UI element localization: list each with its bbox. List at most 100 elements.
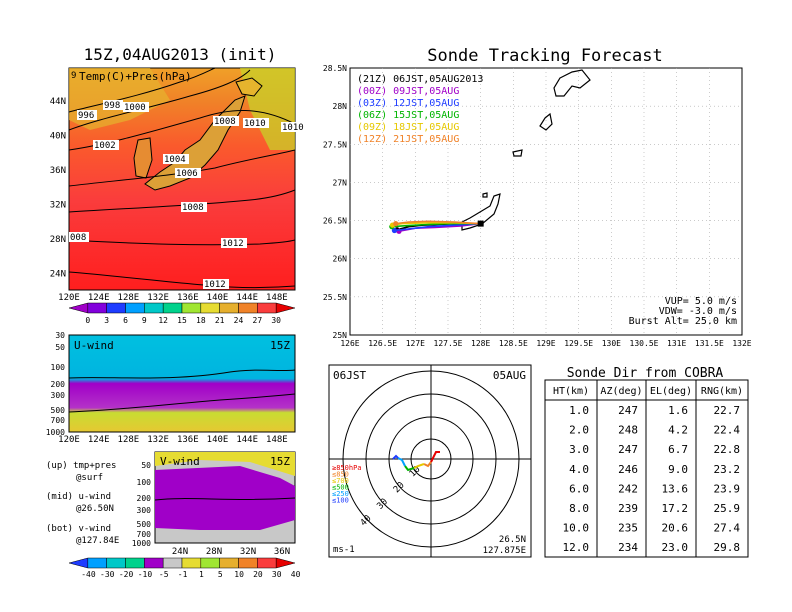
v-wind-time: 15Z [270, 455, 290, 468]
v-wind-pressure-tick: 500 [137, 520, 152, 529]
temp-colorbar-label: 27 [253, 316, 263, 325]
table-header-cell: RNG(km) [701, 386, 743, 397]
panel-legend-line: (mid) u-wind [46, 492, 111, 502]
temp-colorbar-label: 15 [177, 316, 187, 325]
wind-colorbar-swatch [275, 557, 296, 569]
table-cell: 8.0 [569, 502, 589, 515]
table-cell: 25.9 [714, 502, 741, 515]
wind-colorbar-label: -40 [81, 570, 96, 579]
table-cell: 22.4 [714, 424, 741, 437]
polar-frame [328, 364, 532, 558]
forecast-lat-tick: 26N [333, 255, 348, 264]
forecast-lat-tick: 28.5N [323, 64, 347, 73]
isobar-label: 1002 [94, 141, 116, 151]
isobar-label: 008 [70, 233, 86, 243]
table-cell: 242 [618, 482, 638, 495]
table-cell: 235 [618, 522, 638, 535]
u-wind-lon-tick: 144E [236, 435, 258, 445]
isobar-label: 1008 [214, 117, 236, 127]
isobar-label: 1000 [124, 103, 146, 113]
wind-colorbar-label: -1 [178, 570, 188, 579]
u-wind-lon-tick: 120E [58, 435, 80, 445]
table-cell: 3.0 [569, 443, 589, 456]
okinawa-island [461, 193, 501, 231]
forecast-lon-tick: 130E [602, 339, 621, 348]
wind-colorbar-label: -30 [100, 570, 115, 579]
table-cell: 248 [618, 424, 638, 437]
table-header-cell: EL(deg) [650, 386, 692, 397]
table-cell: 2.0 [569, 424, 589, 437]
polar-time-label: 06JST [333, 369, 366, 382]
u-wind-time: 15Z [270, 339, 290, 352]
amami-island [553, 69, 591, 97]
wind-colorbar-label: -10 [138, 570, 153, 579]
wind-colorbar-label: 30 [272, 570, 282, 579]
forecast-lat-tick: 28N [333, 102, 348, 111]
isobar-label: 1010 [244, 119, 266, 129]
map-lat-tick: 44N [50, 97, 66, 107]
table-cell: 10.0 [563, 522, 590, 535]
track-line [394, 222, 481, 232]
wind-colorbar-swatch [162, 557, 183, 569]
table-cell: 23.9 [714, 482, 741, 495]
temp-colorbar-swatch [87, 302, 107, 314]
isobar-label-bg [281, 122, 307, 132]
panel-legend-line: @surf [76, 473, 103, 483]
isobar-label: 1004 [164, 155, 186, 165]
wind-colorbar-label: -20 [119, 570, 134, 579]
table-cell: 29.8 [714, 541, 741, 554]
map-lon-tick: 148E [266, 293, 288, 303]
forecast-legend-entry: (06Z) 15JST,05AUG [357, 110, 459, 121]
wind-colorbar-swatch [68, 557, 89, 569]
isobar-label-bg [77, 110, 97, 120]
forecast-title: Sonde Tracking Forecast [427, 46, 662, 66]
table-cell: 6.7 [668, 443, 688, 456]
temp-colorbar-swatch [219, 302, 239, 314]
table-header-cell: HT(km) [553, 386, 589, 397]
table-cell: 13.6 [662, 482, 689, 495]
forecast-info-line: Burst Alt= 25.0 km [629, 316, 737, 327]
temp-colorbar-label: 0 [85, 316, 90, 325]
isobar-label: 1006 [176, 169, 198, 179]
polar-lon-label: 127.875E [483, 546, 526, 556]
sonde-direction-table: Sonde Dir from COBRA HT(km) AZ(deg) EL(deg… [544, 366, 749, 558]
forecast-lon-tick: 131E [667, 339, 686, 348]
u-wind-lon-tick: 136E [177, 435, 199, 445]
table-cell: 23.0 [662, 541, 689, 554]
forecast-lat-tick: 27N [333, 178, 348, 187]
u-wind-pressure-tick: 700 [51, 416, 66, 425]
table-cell: 239 [618, 502, 638, 515]
u-wind-pressure-tick: 500 [51, 406, 66, 415]
u-wind-lon-tick: 148E [266, 435, 288, 445]
wind-colorbar-swatch [219, 557, 239, 569]
v-wind-lat-tick: 24N [172, 547, 188, 557]
table-cell: 17.2 [662, 502, 689, 515]
u-wind-contour-low [68, 393, 296, 413]
launch-site-marker [477, 220, 484, 227]
v-wind-lat-tick: 32N [240, 547, 256, 557]
u-wind-pressure-tick: 30 [55, 331, 65, 340]
temp-colorbar-swatch [257, 302, 277, 314]
korea-land [133, 137, 153, 179]
wind-colorbar-label: 20 [253, 570, 263, 579]
isobar-label-bg [203, 279, 229, 289]
forecast-lon-tick: 129E [536, 339, 555, 348]
track-end-marker [393, 221, 399, 227]
yoron-island [482, 192, 488, 198]
map-lat-tick: 36N [50, 166, 66, 176]
temp-colorbar-swatch [144, 302, 164, 314]
v-wind-negative-region [155, 466, 295, 530]
map-lon-tick: 132E [147, 293, 169, 303]
forecast-info-line: VUP= 5.0 m/s [665, 296, 737, 307]
isobar-label-bg [123, 102, 149, 112]
panel-legend-line: (up) tmp+pres [46, 461, 116, 471]
isobar-label-bg [213, 116, 239, 126]
forecast-lon-tick: 132E [732, 339, 751, 348]
map-lon-tick: 140E [207, 293, 229, 303]
wind-colorbar-swatch [257, 557, 277, 569]
map-corner-digit: 9 [71, 71, 76, 81]
isobar-label: 1008 [182, 203, 204, 213]
table-cell: 246 [618, 463, 638, 476]
